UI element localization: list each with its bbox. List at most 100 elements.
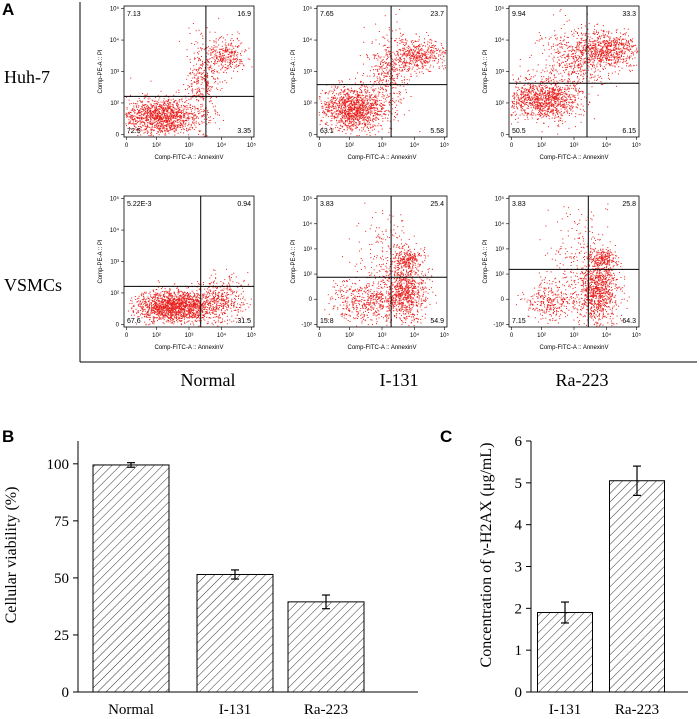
flow-dot: [359, 55, 361, 57]
flow-dot: [521, 87, 523, 89]
flow-dot: [193, 120, 195, 122]
flow-dot: [383, 56, 385, 58]
flow-dot: [238, 45, 240, 47]
flow-dot: [540, 112, 542, 114]
flow-dot: [226, 48, 228, 50]
flow-dot: [421, 58, 423, 60]
flow-dot: [149, 113, 151, 115]
flow-dot: [367, 116, 369, 118]
flow-dot: [208, 50, 210, 52]
flow-dot: [154, 115, 156, 117]
flow-dot: [528, 96, 529, 98]
flow-dot: [382, 94, 384, 95]
flow-dot: [354, 112, 356, 114]
flow-dot: [191, 89, 193, 91]
flow-dot: [192, 96, 194, 98]
quadrant-lr-value: 3.35: [237, 128, 251, 135]
flow-dot: [320, 120, 322, 122]
flow-dot: [556, 108, 558, 110]
flow-dot: [514, 111, 516, 113]
flow-dot: [165, 120, 167, 122]
flow-dot: [542, 69, 544, 71]
flow-dot: [383, 68, 385, 69]
flow-dot: [565, 89, 567, 91]
flow-dot: [350, 90, 352, 91]
flow-dot: [152, 112, 154, 114]
flow-dot: [393, 69, 395, 71]
flow-dot: [522, 92, 524, 94]
flow-dot: [394, 81, 396, 83]
flow-dot: [369, 100, 371, 102]
flow-dot: [160, 112, 162, 114]
flow-dot: [427, 61, 429, 63]
flow-dot: [236, 56, 238, 58]
row-label-huh7: Huh-7: [4, 67, 50, 87]
flow-dot: [347, 98, 349, 100]
flow-dot: [383, 107, 385, 109]
flow-dot: [516, 106, 517, 108]
flow-dot: [369, 94, 371, 96]
flow-dot: [150, 130, 152, 132]
flow-dot: [233, 55, 235, 57]
flow-dot: [572, 106, 574, 107]
flow-dot: [368, 107, 370, 109]
flow-dot: [170, 99, 172, 101]
flow-dot: [371, 42, 373, 44]
flow-dot: [560, 118, 562, 120]
flow-dot: [186, 49, 188, 51]
flow-dot: [331, 96, 333, 98]
flow-dot: [418, 52, 419, 54]
flow-x-tick-label: 10⁵: [247, 142, 257, 149]
flow-dot: [360, 114, 362, 116]
flow-dot: [413, 45, 415, 47]
flow-dot: [333, 107, 335, 109]
flow-dot: [229, 45, 231, 47]
flow-dot: [442, 50, 444, 52]
flow-dot: [389, 63, 391, 65]
flow-dot: [152, 110, 153, 112]
flow-dot: [377, 108, 379, 110]
flow-dot: [367, 95, 369, 97]
flow-dot: [159, 115, 161, 117]
flow-dot: [356, 117, 358, 119]
flow-dot: [530, 87, 532, 88]
flow-dot: [332, 128, 334, 130]
flow-dot: [418, 39, 420, 41]
flow-dot: [200, 97, 202, 99]
flow-dot: [198, 29, 200, 31]
flow-dot: [358, 103, 360, 105]
flow-dot: [541, 109, 543, 111]
flow-dot: [154, 111, 156, 113]
flow-dot: [196, 99, 198, 101]
flow-dot: [547, 103, 548, 105]
flow-dot: [404, 45, 406, 47]
flow-dot: [540, 81, 542, 83]
flow-dot: [355, 118, 357, 120]
flow-dot: [403, 52, 405, 54]
flow-dot: [537, 108, 539, 109]
flow-dot: [378, 81, 380, 83]
flow-dot: [400, 102, 402, 104]
flow-dot: [144, 113, 146, 114]
flow-dot: [544, 102, 546, 104]
flow-dot: [429, 56, 431, 58]
flow-dot: [568, 95, 570, 96]
flow-dot: [170, 116, 172, 118]
flow-dot: [127, 115, 128, 117]
flow-dot: [187, 117, 189, 119]
flow-dot: [352, 121, 354, 123]
flow-dot: [211, 86, 213, 88]
flow-dot: [324, 93, 326, 95]
flow-dot: [375, 100, 377, 102]
flow-dot: [160, 125, 162, 127]
flow-dot: [217, 61, 218, 63]
flow-dot: [197, 42, 199, 44]
flow-dot: [202, 78, 204, 80]
flow-dot: [339, 82, 341, 84]
flow-dot: [148, 126, 150, 128]
flow-dot: [156, 126, 158, 128]
flow-dot: [138, 117, 140, 119]
flow-dot: [351, 87, 352, 89]
flow-dot: [548, 96, 550, 98]
flow-dot: [395, 40, 397, 42]
